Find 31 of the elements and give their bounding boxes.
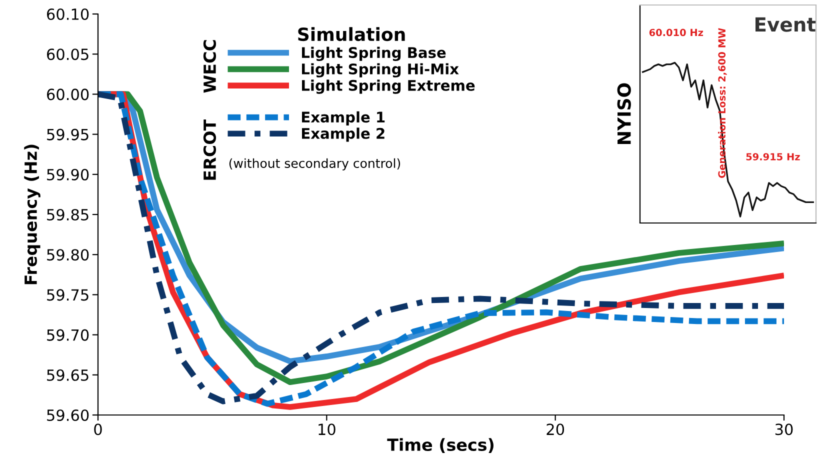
y-tick-label: 60.00 [46, 88, 89, 100]
x-tick-label: 0 [94, 424, 102, 436]
y-tick-label: 59.75 [47, 289, 88, 301]
y-tick-label: 59.85 [47, 208, 88, 221]
annotation: Generation Loss: 2,600 MW [718, 28, 727, 178]
x-tick-label: 10 [318, 424, 336, 436]
y-tick-label: 59.60 [47, 409, 89, 422]
y-tick-label: 59.65 [47, 369, 88, 381]
y-tick-label: 59.95 [47, 128, 88, 140]
y-tick-label: 59.70 [47, 329, 89, 341]
legend-label: Light Spring Extreme [302, 80, 475, 94]
legend-title: Simulation [298, 27, 405, 42]
y-axis-title: NYISO [617, 83, 631, 144]
annotation: ERCOT [203, 119, 216, 180]
annotation: 60.010 Hz [649, 28, 704, 36]
chart-title: Event [756, 17, 816, 32]
x-axis-title: Time (secs) [387, 438, 494, 453]
legend-label: Example 1 [302, 111, 385, 126]
y-axis-title: Frequency (Hz) [24, 144, 40, 284]
x-tick-label: 20 [546, 424, 564, 436]
legend-label: Light Spring Hi-Mix [302, 63, 459, 78]
annotation: WECC [203, 40, 216, 93]
x-tick-label: 30 [775, 424, 793, 436]
y-tick-label: 59.80 [47, 249, 89, 261]
annotation: (without secondary control) [229, 158, 400, 170]
legend-label: Light Spring Base [302, 46, 446, 62]
y-tick-label: 60.05 [46, 48, 88, 60]
y-tick-label: 59.90 [47, 168, 89, 180]
legend-label: Example 2 [302, 128, 384, 142]
y-tick-label: 60.10 [46, 8, 89, 20]
annotation: 59.915 Hz [746, 153, 800, 160]
